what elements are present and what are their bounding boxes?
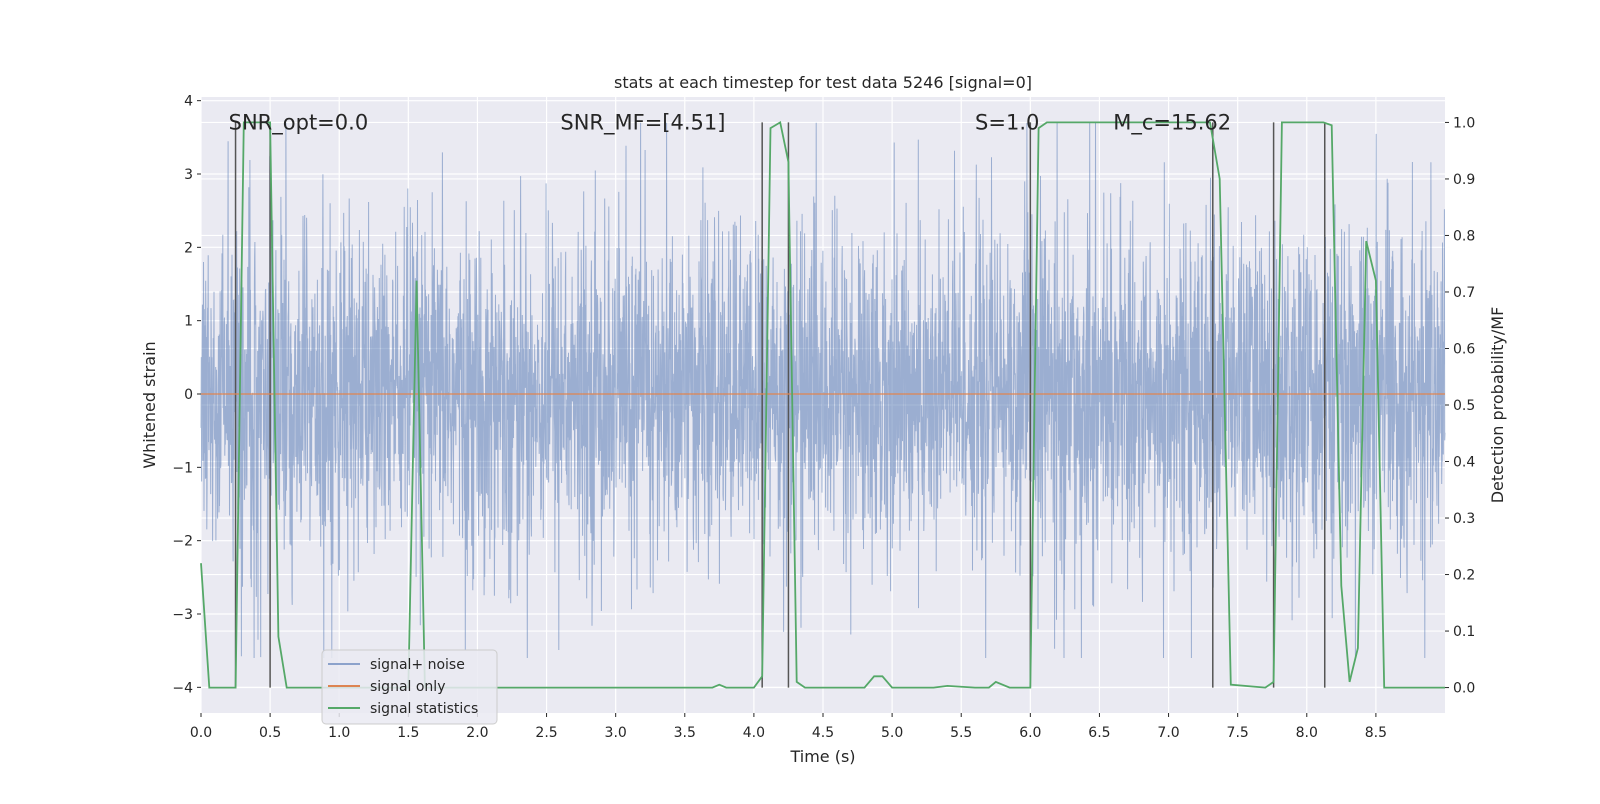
y-right-tick-label: 0.2	[1453, 568, 1475, 584]
x-tick-label: 4.0	[743, 725, 765, 741]
x-tick-label: 5.0	[881, 725, 903, 741]
y-left-tick-label: −3	[172, 607, 193, 623]
x-tick-label: 2.0	[466, 725, 488, 741]
x-tick-label: 0.0	[190, 725, 212, 741]
y-left-tick-label: 4	[184, 94, 193, 110]
x-tick-label: 5.5	[950, 725, 972, 741]
x-tick-label: 8.0	[1296, 725, 1318, 741]
y-left-axis-label: Whitened strain	[140, 341, 159, 468]
legend: signal+ noise signal only signal statistic…	[321, 649, 498, 725]
x-tick-label: 3.0	[605, 725, 627, 741]
y-right-tick-label: 0.3	[1453, 511, 1475, 527]
legend-label: signal only	[370, 679, 445, 695]
y-right-tick-label: 0.0	[1453, 681, 1475, 697]
x-tick-label: 7.5	[1227, 725, 1249, 741]
legend-label: signal+ noise	[370, 657, 465, 673]
y-right-tick-label: 0.4	[1453, 455, 1475, 471]
y-right-tick-label: 1.0	[1453, 115, 1475, 131]
annotation-text: S=1.0	[975, 111, 1039, 135]
x-tick-label: 1.0	[328, 725, 350, 741]
annotation-text: M_c=15.62	[1113, 111, 1231, 136]
y-right-tick-label: 0.5	[1453, 398, 1475, 414]
x-tick-label: 0.5	[259, 725, 281, 741]
y-left-tick-label: 3	[184, 167, 193, 183]
y-left-tick-label: 0	[184, 387, 193, 403]
y-left-tick-label: 2	[184, 240, 193, 256]
legend-box	[321, 649, 498, 725]
y-right-tick-label: 0.6	[1453, 341, 1475, 357]
x-tick-label: 1.5	[397, 725, 419, 741]
y-left-tick-label: −4	[172, 680, 193, 696]
annotation-text: SNR_opt=0.0	[229, 111, 369, 136]
x-tick-label: 7.0	[1157, 725, 1179, 741]
x-tick-label: 3.5	[674, 725, 696, 741]
x-tick-label: 6.0	[1019, 725, 1041, 741]
y-right-axis-label: Detection probability/MF	[1488, 307, 1507, 504]
y-right-tick-label: 0.9	[1453, 172, 1475, 188]
annotation-text: SNR_MF=[4.51]	[560, 111, 725, 136]
x-tick-label: 4.5	[812, 725, 834, 741]
y-left-tick-label: 1	[184, 314, 193, 330]
y-left-tick-label: −2	[172, 534, 193, 550]
x-tick-label: 8.5	[1365, 725, 1387, 741]
x-tick-label: 2.5	[535, 725, 557, 741]
chart-title: stats at each timestep for test data 524…	[614, 73, 1032, 92]
legend-label: signal statistics	[370, 701, 478, 717]
y-right-tick-label: 0.7	[1453, 285, 1475, 301]
y-right-tick-label: 0.1	[1453, 624, 1475, 640]
y-right-tick-label: 0.8	[1453, 228, 1475, 244]
y-left-tick-label: −1	[172, 460, 193, 476]
x-axis-label: Time (s)	[789, 747, 855, 766]
series-signal-noise	[200, 122, 1446, 659]
x-tick-label: 6.5	[1088, 725, 1110, 741]
